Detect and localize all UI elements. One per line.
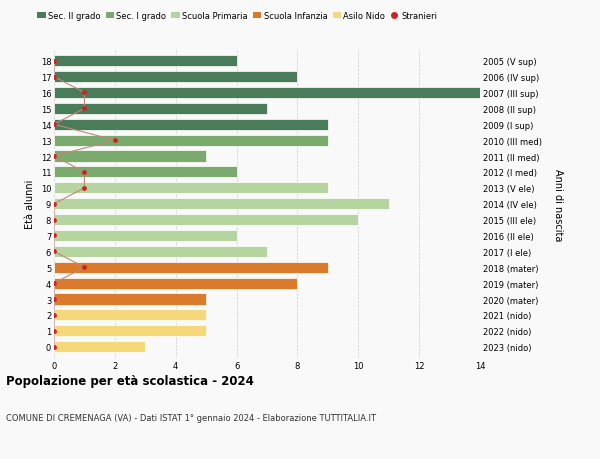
- Point: [49, 58, 59, 65]
- Point: [80, 169, 89, 176]
- Point: [49, 74, 59, 81]
- Point: [80, 264, 89, 271]
- Bar: [54, 214, 358, 226]
- Point: [49, 327, 59, 335]
- Text: Popolazione per età scolastica - 2024: Popolazione per età scolastica - 2024: [6, 374, 254, 387]
- Bar: [54, 135, 328, 146]
- Point: [49, 232, 59, 240]
- Point: [49, 296, 59, 303]
- Point: [49, 248, 59, 256]
- Point: [80, 106, 89, 113]
- Bar: [54, 104, 267, 115]
- Bar: [54, 119, 328, 130]
- Bar: [54, 294, 206, 305]
- Bar: [54, 167, 236, 178]
- Point: [49, 343, 59, 351]
- Bar: [54, 199, 389, 210]
- Bar: [54, 310, 206, 321]
- Point: [110, 137, 119, 145]
- Point: [49, 217, 59, 224]
- Point: [80, 185, 89, 192]
- Y-axis label: Anni di nascita: Anni di nascita: [553, 168, 563, 241]
- Point: [49, 280, 59, 287]
- Bar: [54, 230, 236, 241]
- Text: COMUNE DI CREMENAGA (VA) - Dati ISTAT 1° gennaio 2024 - Elaborazione TUTTITALIA.: COMUNE DI CREMENAGA (VA) - Dati ISTAT 1°…: [6, 413, 376, 422]
- Bar: [54, 341, 145, 353]
- Point: [49, 201, 59, 208]
- Bar: [54, 72, 298, 83]
- Point: [49, 121, 59, 129]
- Bar: [54, 325, 206, 336]
- Point: [49, 153, 59, 160]
- Bar: [54, 183, 328, 194]
- Point: [49, 312, 59, 319]
- Bar: [54, 56, 236, 67]
- Y-axis label: Età alunni: Età alunni: [25, 179, 35, 229]
- Bar: [54, 151, 206, 162]
- Bar: [54, 88, 480, 99]
- Legend: Sec. II grado, Sec. I grado, Scuola Primaria, Scuola Infanzia, Asilo Nido, Stran: Sec. II grado, Sec. I grado, Scuola Prim…: [37, 11, 437, 21]
- Bar: [54, 278, 298, 289]
- Bar: [54, 262, 328, 273]
- Point: [80, 90, 89, 97]
- Bar: [54, 246, 267, 257]
